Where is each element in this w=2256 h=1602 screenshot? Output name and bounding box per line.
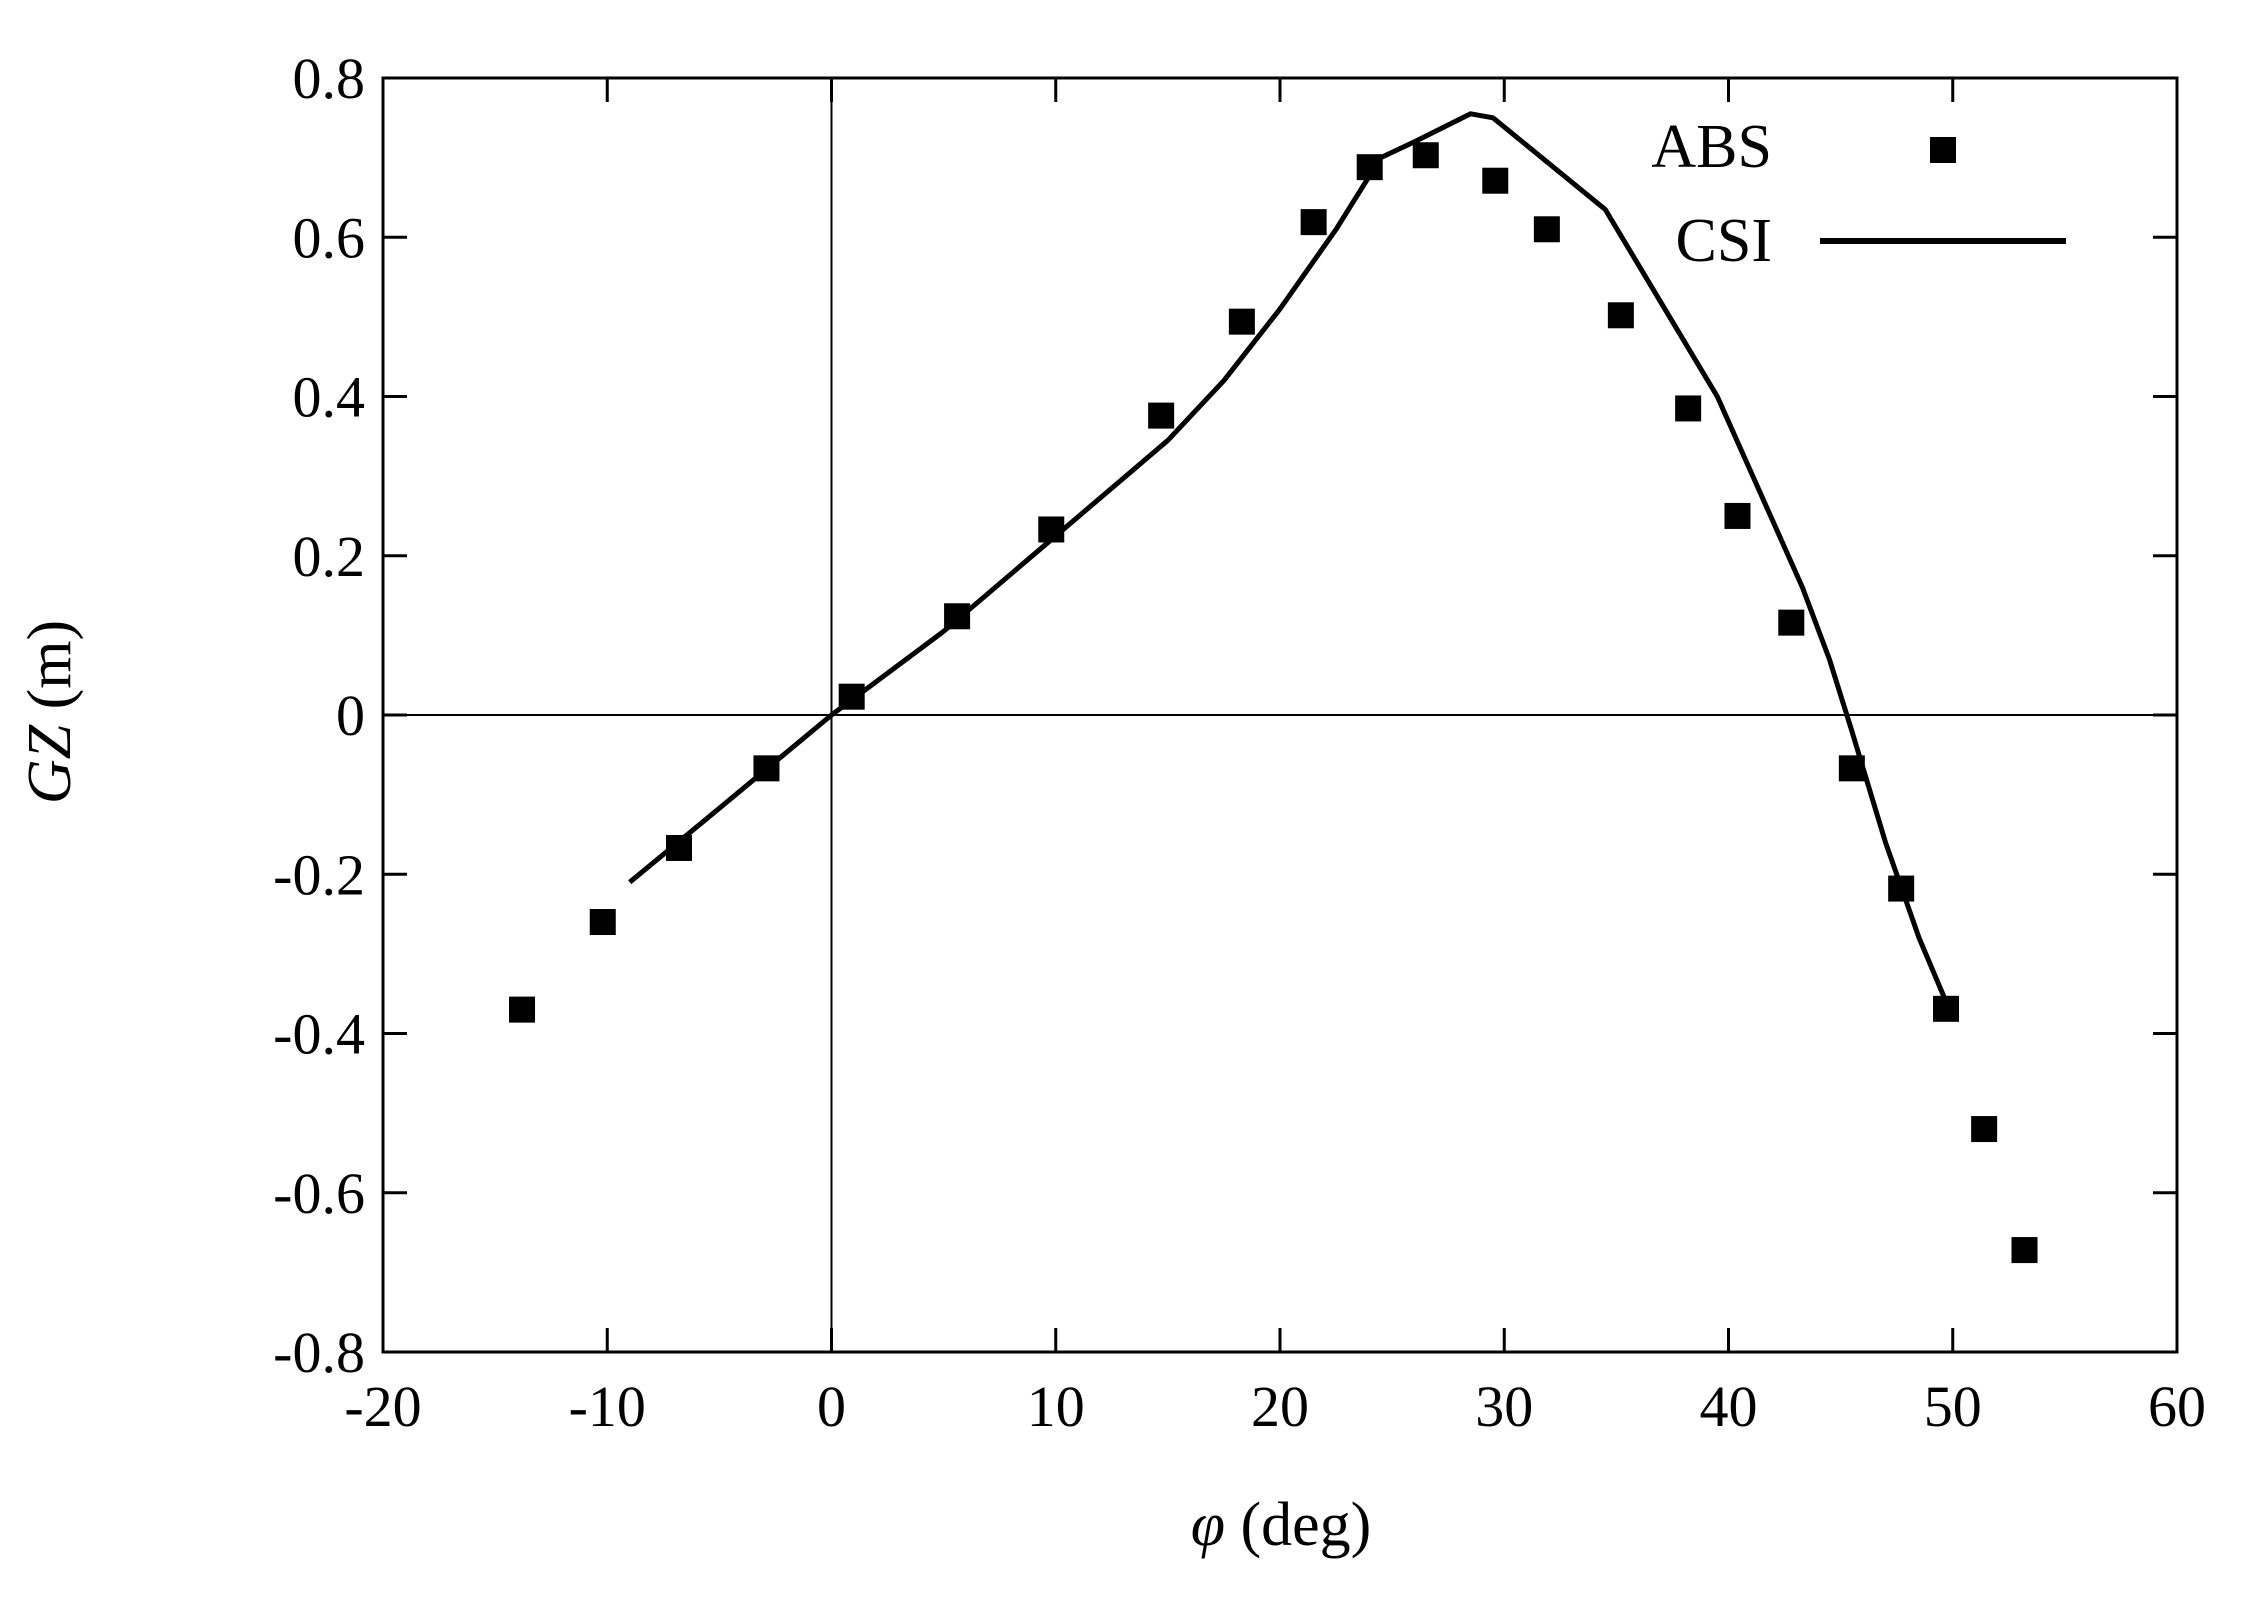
- y-tick-label: 0.6: [293, 205, 366, 270]
- x-tick-label: -10: [569, 1374, 646, 1439]
- abs-point: [1888, 875, 1915, 902]
- abs-point: [1148, 402, 1175, 429]
- y-tick-label: -0.4: [273, 1002, 365, 1067]
- x-axis-unit: (deg): [1225, 1491, 1371, 1559]
- y-tick-label: 0.4: [293, 365, 366, 430]
- x-axis-symbol: φ: [1191, 1491, 1225, 1559]
- x-tick-label: 60: [2148, 1374, 2206, 1439]
- abs-point: [589, 909, 616, 936]
- y-tick-label: 0.2: [293, 524, 366, 589]
- abs-point: [1838, 755, 1865, 782]
- abs-point: [1933, 995, 1960, 1022]
- x-tick-label: 30: [1475, 1374, 1533, 1439]
- y-axis-title: GZ (m): [16, 620, 84, 804]
- csi-series-line: [628, 111, 1949, 1003]
- legend-label-csi: CSI: [1676, 207, 1772, 275]
- legend-marker-abs: [1930, 137, 1956, 163]
- y-tick-label: -0.8: [273, 1320, 365, 1385]
- x-tick-label: 0: [817, 1374, 846, 1439]
- x-axis-title: φ (deg): [1191, 1491, 1372, 1559]
- abs-point: [1482, 167, 1509, 194]
- abs-point: [1971, 1116, 1998, 1143]
- abs-point: [1778, 609, 1805, 636]
- x-tick-label: 10: [1027, 1374, 1085, 1439]
- abs-point: [1607, 302, 1634, 329]
- x-tick-label: -20: [344, 1374, 421, 1439]
- abs-point: [1412, 142, 1439, 169]
- series-markers: [509, 142, 2038, 1264]
- series-lines: [628, 111, 1949, 1003]
- abs-point: [1533, 216, 1560, 243]
- abs-point: [1038, 516, 1065, 543]
- y-tick-label: -0.2: [273, 842, 365, 907]
- x-tick-label: 40: [1700, 1374, 1758, 1439]
- plot-frame: [381, 76, 2179, 1354]
- legend-label-abs: ABS: [1651, 113, 1772, 181]
- axis-tick-labels: -20 -10 0 10 20 30 40 50 60 -0.8 -0.6 -0.4 -0.2 0 0.2 0…: [273, 46, 2206, 1439]
- abs-point: [1675, 395, 1702, 422]
- y-tick-label: -0.6: [273, 1161, 365, 1226]
- abs-point: [944, 603, 971, 630]
- abs-point: [1300, 209, 1327, 236]
- abs-point: [838, 683, 865, 710]
- x-tick-label: 20: [1251, 1374, 1309, 1439]
- abs-point: [509, 996, 536, 1023]
- abs-point: [1356, 154, 1383, 181]
- abs-point: [2011, 1237, 2038, 1264]
- y-axis-unit: (m): [16, 620, 84, 725]
- legend: ABS CSI: [1651, 113, 2066, 275]
- y-tick-label: 0: [336, 683, 365, 748]
- x-tick-label: 50: [1924, 1374, 1982, 1439]
- abs-point: [753, 755, 780, 782]
- y-tick-label: 0.8: [293, 46, 366, 111]
- abs-point: [1724, 502, 1751, 529]
- abs-point: [1228, 308, 1255, 335]
- abs-point: [666, 834, 693, 861]
- y-axis-symbol: GZ: [16, 724, 84, 804]
